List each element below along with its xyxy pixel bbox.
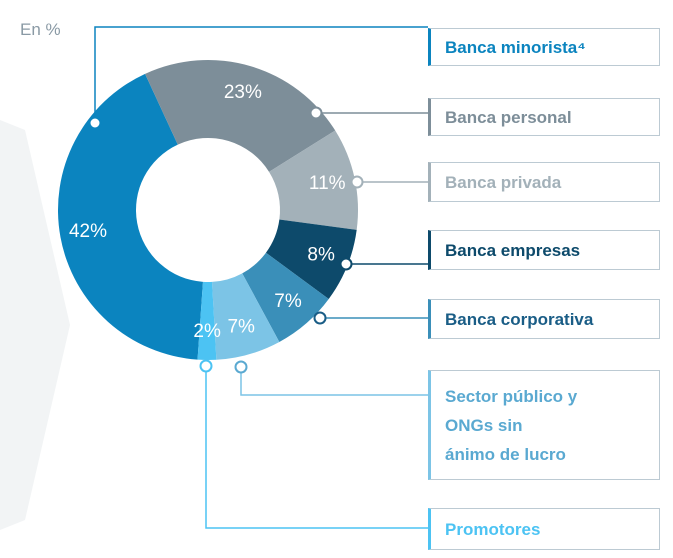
slice: [212, 273, 280, 360]
connector-dot: [199, 359, 213, 373]
connector: [94, 26, 428, 123]
slice: [145, 59, 336, 172]
slice: [197, 281, 217, 360]
slice: [269, 130, 358, 230]
legend-entry: Banca minorista⁴: [428, 28, 660, 66]
connector-dot: [339, 257, 353, 271]
value-label: 7%: [274, 291, 302, 312]
connector: [205, 366, 428, 529]
connector-dot: [350, 175, 364, 189]
connector: [240, 367, 428, 396]
unit-label: En %: [20, 20, 61, 39]
value-label: 42%: [69, 221, 107, 242]
legend-entry: Banca privada: [428, 162, 660, 202]
value-label: 8%: [307, 245, 335, 266]
slice: [242, 252, 329, 342]
legend-entry: Banca personal: [428, 98, 660, 136]
connector-dot: [88, 116, 102, 130]
legend-entry: Banca empresas: [428, 230, 660, 270]
legend-entry: Sector público y ONGs sin ánimo de lucro: [428, 370, 660, 480]
value-label: 7%: [227, 316, 255, 337]
legend-entry: Banca corporativa: [428, 299, 660, 339]
value-label: 11%: [309, 173, 346, 194]
slice: [265, 219, 357, 300]
background-chevron: [0, 120, 70, 530]
connector-dot: [234, 360, 248, 374]
connector-dot: [309, 106, 323, 120]
slice: [57, 73, 203, 360]
value-label: 2%: [193, 321, 221, 342]
connector-dot: [313, 311, 327, 325]
value-label: 23%: [224, 82, 262, 103]
legend-entry: Promotores: [428, 508, 660, 550]
